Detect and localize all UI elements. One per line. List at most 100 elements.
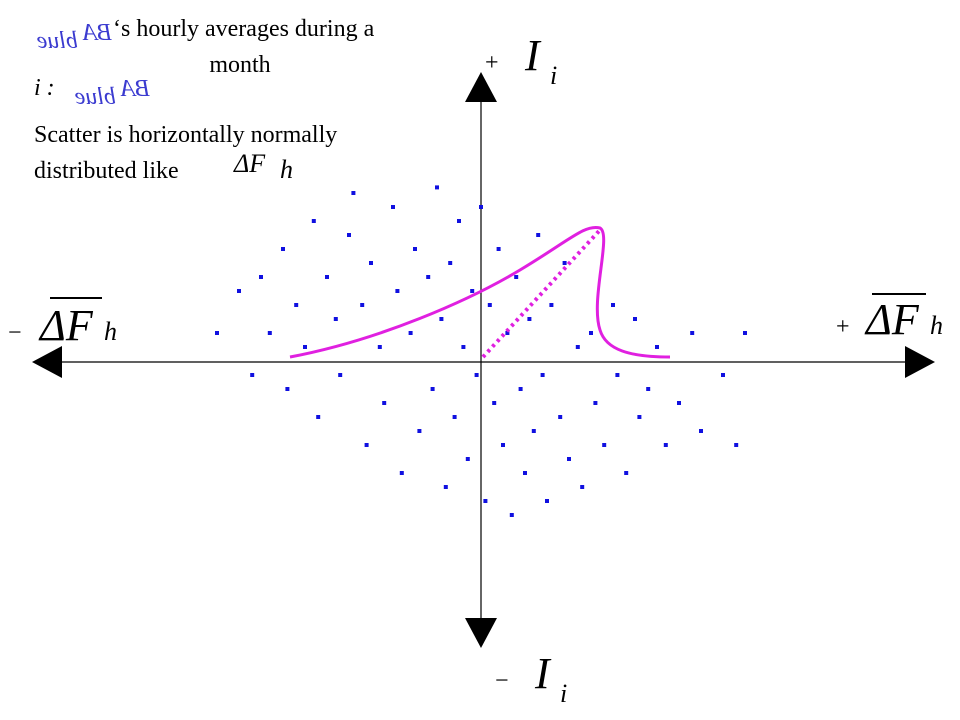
point bbox=[615, 373, 620, 377]
point bbox=[474, 373, 479, 377]
symbol: ΔF bbox=[864, 295, 920, 344]
symbol: ΔF bbox=[38, 301, 94, 350]
point bbox=[514, 275, 519, 279]
symbol: I bbox=[524, 31, 542, 80]
point bbox=[575, 345, 580, 349]
point bbox=[465, 457, 470, 461]
point bbox=[567, 457, 571, 461]
point bbox=[395, 289, 400, 293]
point bbox=[408, 331, 413, 335]
point bbox=[492, 401, 497, 405]
point bbox=[413, 247, 417, 251]
point bbox=[633, 317, 637, 321]
point bbox=[391, 205, 395, 209]
point bbox=[589, 331, 593, 335]
point bbox=[655, 345, 659, 349]
point bbox=[593, 401, 598, 405]
point bbox=[443, 485, 448, 489]
point bbox=[294, 303, 299, 307]
point bbox=[364, 443, 369, 447]
scatter bbox=[215, 185, 747, 517]
arrow-down bbox=[465, 618, 497, 648]
point bbox=[259, 275, 263, 279]
arrow-right bbox=[905, 346, 935, 378]
skew-line bbox=[481, 228, 602, 359]
point bbox=[237, 289, 241, 293]
point bbox=[333, 317, 338, 321]
point bbox=[677, 401, 681, 405]
point bbox=[487, 303, 492, 307]
point bbox=[527, 317, 532, 321]
point bbox=[311, 219, 316, 223]
symbol: BA bbox=[82, 20, 112, 46]
symbol: ΔF bbox=[233, 149, 266, 178]
point bbox=[303, 345, 307, 349]
symbol: I bbox=[534, 649, 552, 698]
sign: + bbox=[836, 314, 850, 340]
point bbox=[496, 247, 501, 251]
point bbox=[624, 471, 629, 475]
axes bbox=[32, 72, 935, 648]
point bbox=[545, 499, 549, 503]
subscript: h bbox=[930, 311, 943, 340]
point bbox=[721, 373, 725, 377]
point bbox=[461, 345, 466, 349]
symbol: BA bbox=[120, 76, 150, 102]
subscript: h bbox=[104, 317, 117, 346]
note-line: distributed like bbox=[34, 158, 179, 184]
note-line: Scatter is horizontally normally bbox=[34, 122, 337, 148]
sign: − bbox=[8, 320, 22, 346]
point bbox=[351, 191, 356, 195]
subscript: h bbox=[280, 155, 293, 184]
point bbox=[699, 429, 703, 433]
arrow-left bbox=[32, 346, 62, 378]
point bbox=[509, 513, 514, 517]
point bbox=[637, 415, 642, 419]
point bbox=[316, 415, 321, 419]
point bbox=[417, 429, 422, 433]
point bbox=[663, 443, 668, 447]
subscript: blue bbox=[74, 84, 116, 110]
point bbox=[325, 275, 329, 279]
point bbox=[435, 185, 439, 190]
point bbox=[452, 415, 457, 419]
arrow-up bbox=[465, 72, 497, 102]
point bbox=[611, 303, 615, 307]
sign: − bbox=[495, 668, 509, 694]
point bbox=[483, 499, 488, 503]
header-line: month bbox=[209, 52, 270, 78]
point bbox=[536, 233, 541, 237]
point bbox=[734, 443, 739, 447]
point bbox=[430, 387, 435, 391]
point bbox=[743, 331, 747, 335]
subscript: i bbox=[550, 61, 557, 90]
mirrored-symbol: BA bbox=[82, 20, 112, 46]
point bbox=[382, 401, 387, 405]
point bbox=[377, 345, 382, 349]
prefix: i : bbox=[34, 75, 55, 101]
point bbox=[250, 373, 255, 377]
point bbox=[558, 415, 563, 419]
point bbox=[501, 443, 505, 447]
point bbox=[646, 387, 651, 391]
point bbox=[479, 205, 483, 209]
mirrored-symbol: BA bbox=[120, 76, 150, 102]
note: Scatter is horizontally normally distrib… bbox=[34, 122, 337, 184]
point bbox=[457, 219, 461, 223]
point bbox=[426, 275, 431, 279]
point bbox=[360, 303, 365, 307]
point bbox=[523, 471, 527, 475]
point bbox=[285, 387, 290, 391]
point bbox=[347, 233, 351, 237]
mirrored-sub: blue bbox=[36, 28, 78, 54]
point bbox=[448, 261, 453, 265]
point bbox=[215, 331, 219, 335]
point bbox=[470, 289, 475, 293]
sign: + bbox=[485, 50, 499, 76]
point bbox=[281, 247, 285, 251]
point bbox=[338, 373, 343, 377]
subscript: i bbox=[560, 679, 567, 708]
mirrored-sub: blue bbox=[74, 84, 116, 110]
